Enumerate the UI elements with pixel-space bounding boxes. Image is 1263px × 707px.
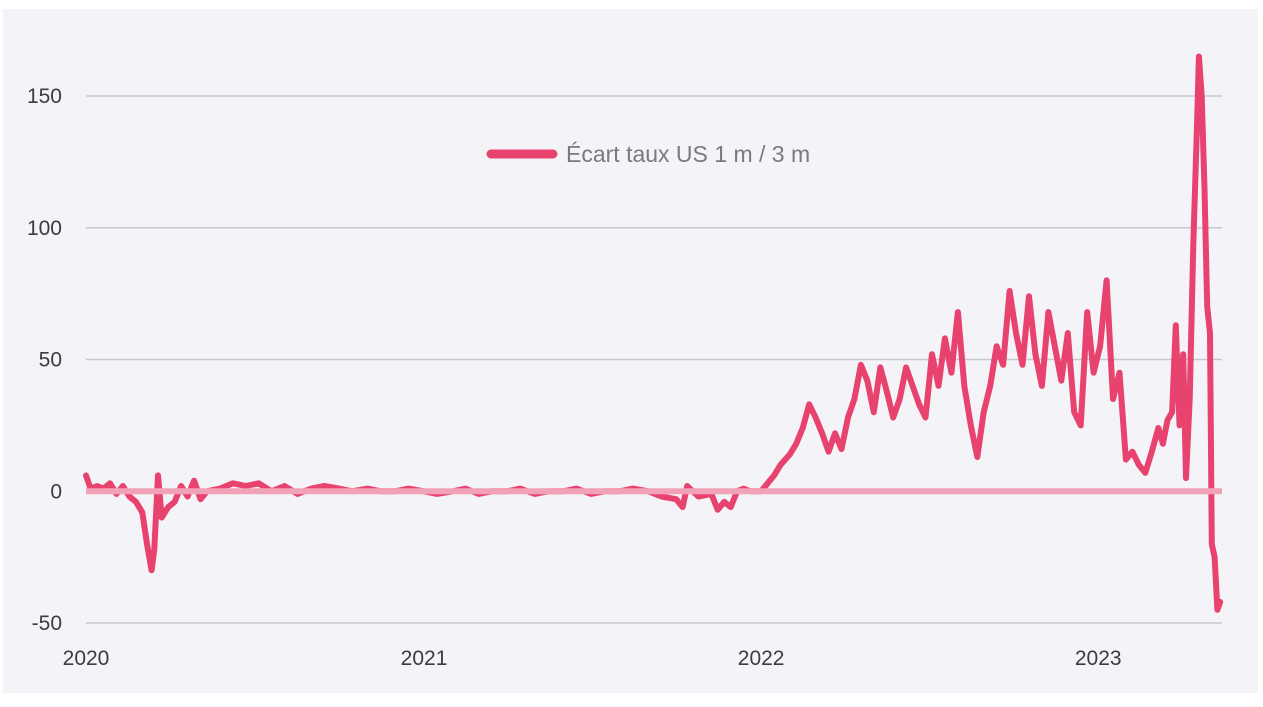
legend: Écart taux US 1 m / 3 m <box>486 141 810 167</box>
x-tick-label: 2020 <box>63 647 110 670</box>
y-tick-label: 150 <box>27 85 62 108</box>
chart-panel <box>3 9 1258 693</box>
legend-label: Écart taux US 1 m / 3 m <box>566 141 810 167</box>
y-tick-label: 50 <box>39 349 62 372</box>
y-tick-label: -50 <box>32 612 62 635</box>
y-tick-label: 0 <box>50 480 62 503</box>
series-line <box>83 53 1224 613</box>
x-tick-label: 2022 <box>738 647 785 670</box>
x-tick-label: 2021 <box>401 647 448 670</box>
x-axis-ticks: 2020 2021 2022 2023 <box>63 647 1122 670</box>
grid-lines <box>86 95 1222 624</box>
y-axis-ticks: 150 100 50 0 -50 <box>27 85 62 635</box>
x-tick-label: 2023 <box>1075 647 1122 670</box>
y-tick-label: 100 <box>27 217 62 240</box>
series-layer <box>83 53 1224 613</box>
